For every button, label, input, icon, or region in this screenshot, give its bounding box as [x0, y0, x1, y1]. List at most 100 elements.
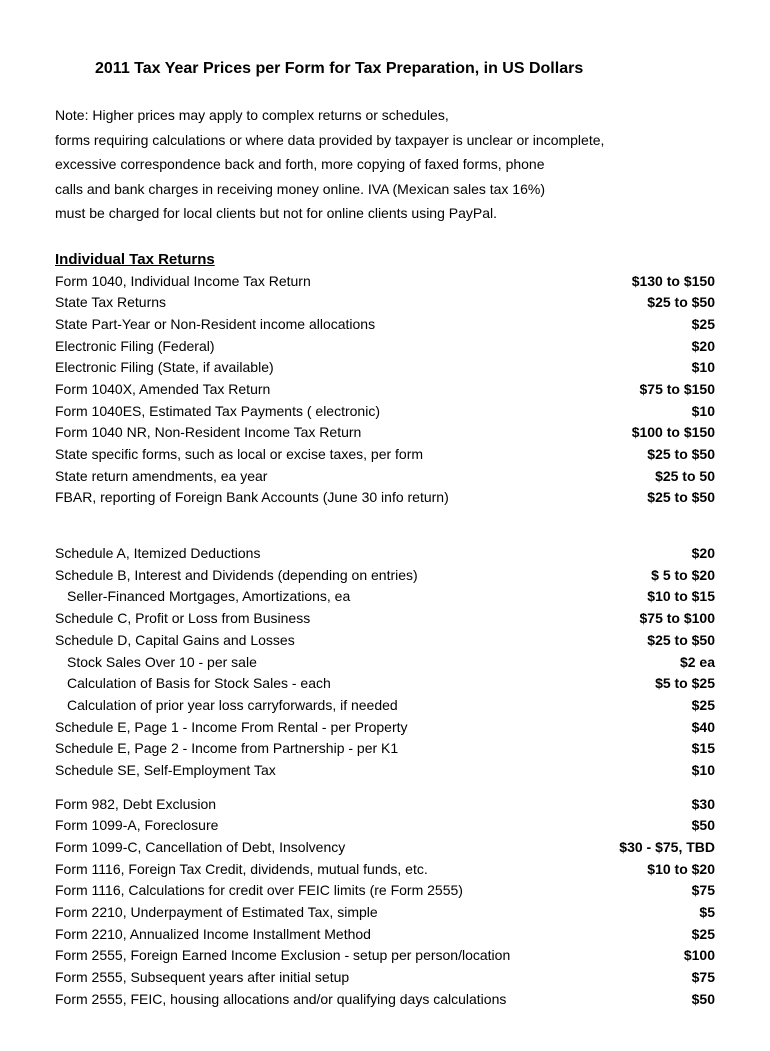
price-row: Form 2555, Foreign Earned Income Exclusi… [55, 945, 715, 967]
price-value: $75 [595, 880, 715, 902]
price-label: Form 2555, Subsequent years after initia… [55, 967, 595, 989]
price-value: $10 to $20 [595, 859, 715, 881]
price-row: State Part-Year or Non-Resident income a… [55, 314, 715, 336]
price-label: State specific forms, such as local or e… [55, 444, 595, 466]
price-row: FBAR, reporting of Foreign Bank Accounts… [55, 487, 715, 509]
price-row: State return amendments, ea year$25 to 5… [55, 466, 715, 488]
price-label: State Tax Returns [55, 292, 595, 314]
price-group-1: Form 1040, Individual Income Tax Return$… [55, 271, 715, 510]
price-value: $10 to $15 [595, 586, 715, 608]
price-value: $75 to $150 [595, 379, 715, 401]
price-value: $25 to $50 [595, 487, 715, 509]
price-value: $ 5 to $20 [595, 565, 715, 587]
price-row: Schedule E, Page 2 - Income from Partner… [55, 738, 715, 760]
price-row: Form 1116, Foreign Tax Credit, dividends… [55, 859, 715, 881]
price-row: Schedule C, Profit or Loss from Business… [55, 608, 715, 630]
price-value: $50 [595, 989, 715, 1011]
price-label: Form 1040, Individual Income Tax Return [55, 271, 595, 293]
price-value: $25 [595, 695, 715, 717]
price-row: Stock Sales Over 10 - per sale$2 ea [55, 652, 715, 674]
price-row: Form 2210, Annualized Income Installment… [55, 924, 715, 946]
price-label: Calculation of prior year loss carryforw… [55, 695, 595, 717]
price-value: $10 [595, 401, 715, 423]
note-line: forms requiring calculations or where da… [55, 128, 715, 153]
price-value: $10 [595, 357, 715, 379]
price-value: $5 to $25 [595, 673, 715, 695]
price-label: Form 2210, Annualized Income Installment… [55, 924, 595, 946]
price-value: $75 [595, 967, 715, 989]
price-row: Form 1040 NR, Non-Resident Income Tax Re… [55, 422, 715, 444]
price-row: Form 1040X, Amended Tax Return$75 to $15… [55, 379, 715, 401]
price-row: Form 1099-A, Foreclosure$50 [55, 815, 715, 837]
price-label: Form 2210, Underpayment of Estimated Tax… [55, 902, 595, 924]
price-value: $10 [595, 760, 715, 782]
price-row: Schedule SE, Self-Employment Tax$10 [55, 760, 715, 782]
price-value: $40 [595, 717, 715, 739]
price-label: Form 1040ES, Estimated Tax Payments ( el… [55, 401, 595, 423]
price-row: Form 1040, Individual Income Tax Return$… [55, 271, 715, 293]
price-row: Form 2210, Underpayment of Estimated Tax… [55, 902, 715, 924]
price-value: $100 to $150 [595, 422, 715, 444]
price-value: $2 ea [595, 652, 715, 674]
price-row: Electronic Filing (Federal)$20 [55, 336, 715, 358]
price-label: Seller-Financed Mortgages, Amortizations… [55, 586, 595, 608]
price-label: Schedule SE, Self-Employment Tax [55, 760, 595, 782]
note-line: Note: Higher prices may apply to complex… [55, 103, 715, 128]
document-title: 2011 Tax Year Prices per Form for Tax Pr… [95, 60, 715, 78]
price-group-3: Form 982, Debt Exclusion$30Form 1099-A, … [55, 794, 715, 1011]
price-row: Calculation of Basis for Stock Sales - e… [55, 673, 715, 695]
price-row: Form 2555, FEIC, housing allocations and… [55, 989, 715, 1011]
price-value: $130 to $150 [595, 271, 715, 293]
note-block: Note: Higher prices may apply to complex… [55, 103, 715, 226]
price-value: $30 - $75, TBD [595, 837, 715, 859]
price-label: Electronic Filing (State, if available) [55, 357, 595, 379]
price-label: Schedule C, Profit or Loss from Business [55, 608, 595, 630]
price-label: State return amendments, ea year [55, 466, 595, 488]
price-value: $75 to $100 [595, 608, 715, 630]
price-row: State specific forms, such as local or e… [55, 444, 715, 466]
price-value: $25 [595, 924, 715, 946]
price-label: Form 1099-A, Foreclosure [55, 815, 595, 837]
price-value: $25 to $50 [595, 444, 715, 466]
price-label: Form 1040 NR, Non-Resident Income Tax Re… [55, 422, 595, 444]
price-value: $5 [595, 902, 715, 924]
price-value: $25 to 50 [595, 466, 715, 488]
price-label: State Part-Year or Non-Resident income a… [55, 314, 595, 336]
price-value: $20 [595, 336, 715, 358]
price-label: Schedule E, Page 1 - Income From Rental … [55, 717, 595, 739]
price-row: Schedule E, Page 1 - Income From Rental … [55, 717, 715, 739]
price-row: Form 1040ES, Estimated Tax Payments ( el… [55, 401, 715, 423]
price-label: Schedule D, Capital Gains and Losses [55, 630, 595, 652]
price-value: $15 [595, 738, 715, 760]
price-label: Schedule A, Itemized Deductions [55, 543, 595, 565]
price-row: Electronic Filing (State, if available)$… [55, 357, 715, 379]
price-row: Form 982, Debt Exclusion$30 [55, 794, 715, 816]
price-value: $30 [595, 794, 715, 816]
price-row: Form 2555, Subsequent years after initia… [55, 967, 715, 989]
price-label: Form 1040X, Amended Tax Return [55, 379, 595, 401]
price-label: Form 1099-C, Cancellation of Debt, Insol… [55, 837, 595, 859]
price-row: Schedule D, Capital Gains and Losses$25 … [55, 630, 715, 652]
price-row: Form 1116, Calculations for credit over … [55, 880, 715, 902]
price-label: Form 1116, Calculations for credit over … [55, 880, 595, 902]
price-group-2: Schedule A, Itemized Deductions$20Schedu… [55, 543, 715, 782]
price-value: $25 to $50 [595, 630, 715, 652]
price-label: FBAR, reporting of Foreign Bank Accounts… [55, 487, 595, 509]
price-row: Schedule B, Interest and Dividends (depe… [55, 565, 715, 587]
price-label: Schedule B, Interest and Dividends (depe… [55, 565, 595, 587]
price-row: Seller-Financed Mortgages, Amortizations… [55, 586, 715, 608]
price-row: Schedule A, Itemized Deductions$20 [55, 543, 715, 565]
price-label: Stock Sales Over 10 - per sale [55, 652, 595, 674]
price-label: Form 982, Debt Exclusion [55, 794, 595, 816]
price-value: $20 [595, 543, 715, 565]
price-value: $100 [595, 945, 715, 967]
price-label: Form 2555, Foreign Earned Income Exclusi… [55, 945, 595, 967]
price-label: Form 2555, FEIC, housing allocations and… [55, 989, 595, 1011]
price-label: Form 1116, Foreign Tax Credit, dividends… [55, 859, 595, 881]
price-label: Electronic Filing (Federal) [55, 336, 595, 358]
price-row: Calculation of prior year loss carryforw… [55, 695, 715, 717]
price-label: Calculation of Basis for Stock Sales - e… [55, 673, 595, 695]
price-value: $25 to $50 [595, 292, 715, 314]
note-line: calls and bank charges in receiving mone… [55, 177, 715, 202]
price-label: Schedule E, Page 2 - Income from Partner… [55, 738, 595, 760]
